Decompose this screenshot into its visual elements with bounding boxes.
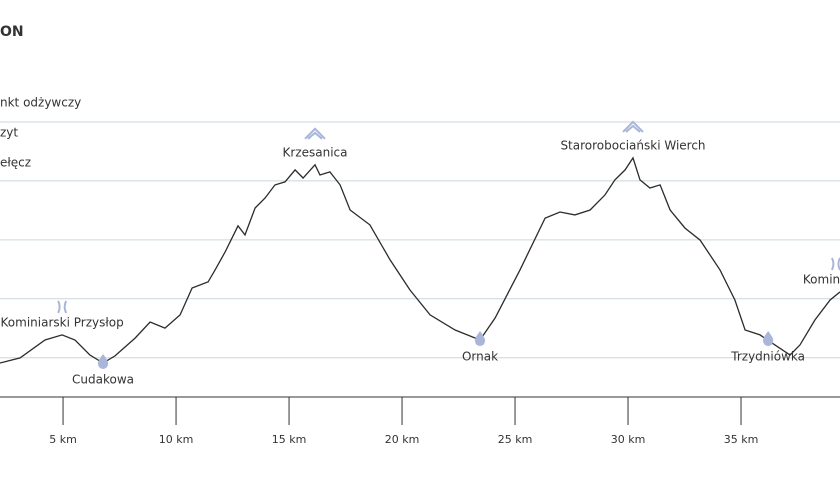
chart-title: ON [0, 24, 24, 40]
peak-icon [622, 120, 644, 133]
elevation-line [0, 156, 840, 364]
annotation-label: Kominiarsk [803, 272, 840, 286]
water-icon [474, 331, 486, 347]
annotation-label: Kominiarski Przysłop [1, 315, 124, 329]
x-tick-label: 30 km [611, 433, 646, 446]
legend-label: ełęcz [0, 156, 31, 170]
pass-icon [831, 257, 840, 271]
x-tick-label: 15 km [272, 433, 307, 446]
peak-icon [304, 127, 326, 140]
water-icon [762, 331, 774, 347]
legend-label: zyt [0, 126, 18, 140]
annotation-label: Trzydniówka [730, 350, 805, 364]
x-tick-label: 20 km [385, 433, 420, 446]
annotation-label: Cudakowa [72, 373, 134, 387]
x-tick-label: 25 km [498, 433, 533, 446]
annotation-label: Krzesanica [283, 145, 348, 159]
annotation-label: Starorobociański Wierch [560, 138, 705, 152]
legend-label: nkt odżywczy [0, 96, 81, 110]
x-tick-label: 5 km [49, 433, 77, 446]
x-tick-label: 10 km [159, 433, 194, 446]
water-icon [97, 354, 109, 370]
annotation-label: Ornak [462, 350, 498, 364]
x-tick-label: 35 km [724, 433, 759, 446]
pass-icon [57, 300, 68, 314]
